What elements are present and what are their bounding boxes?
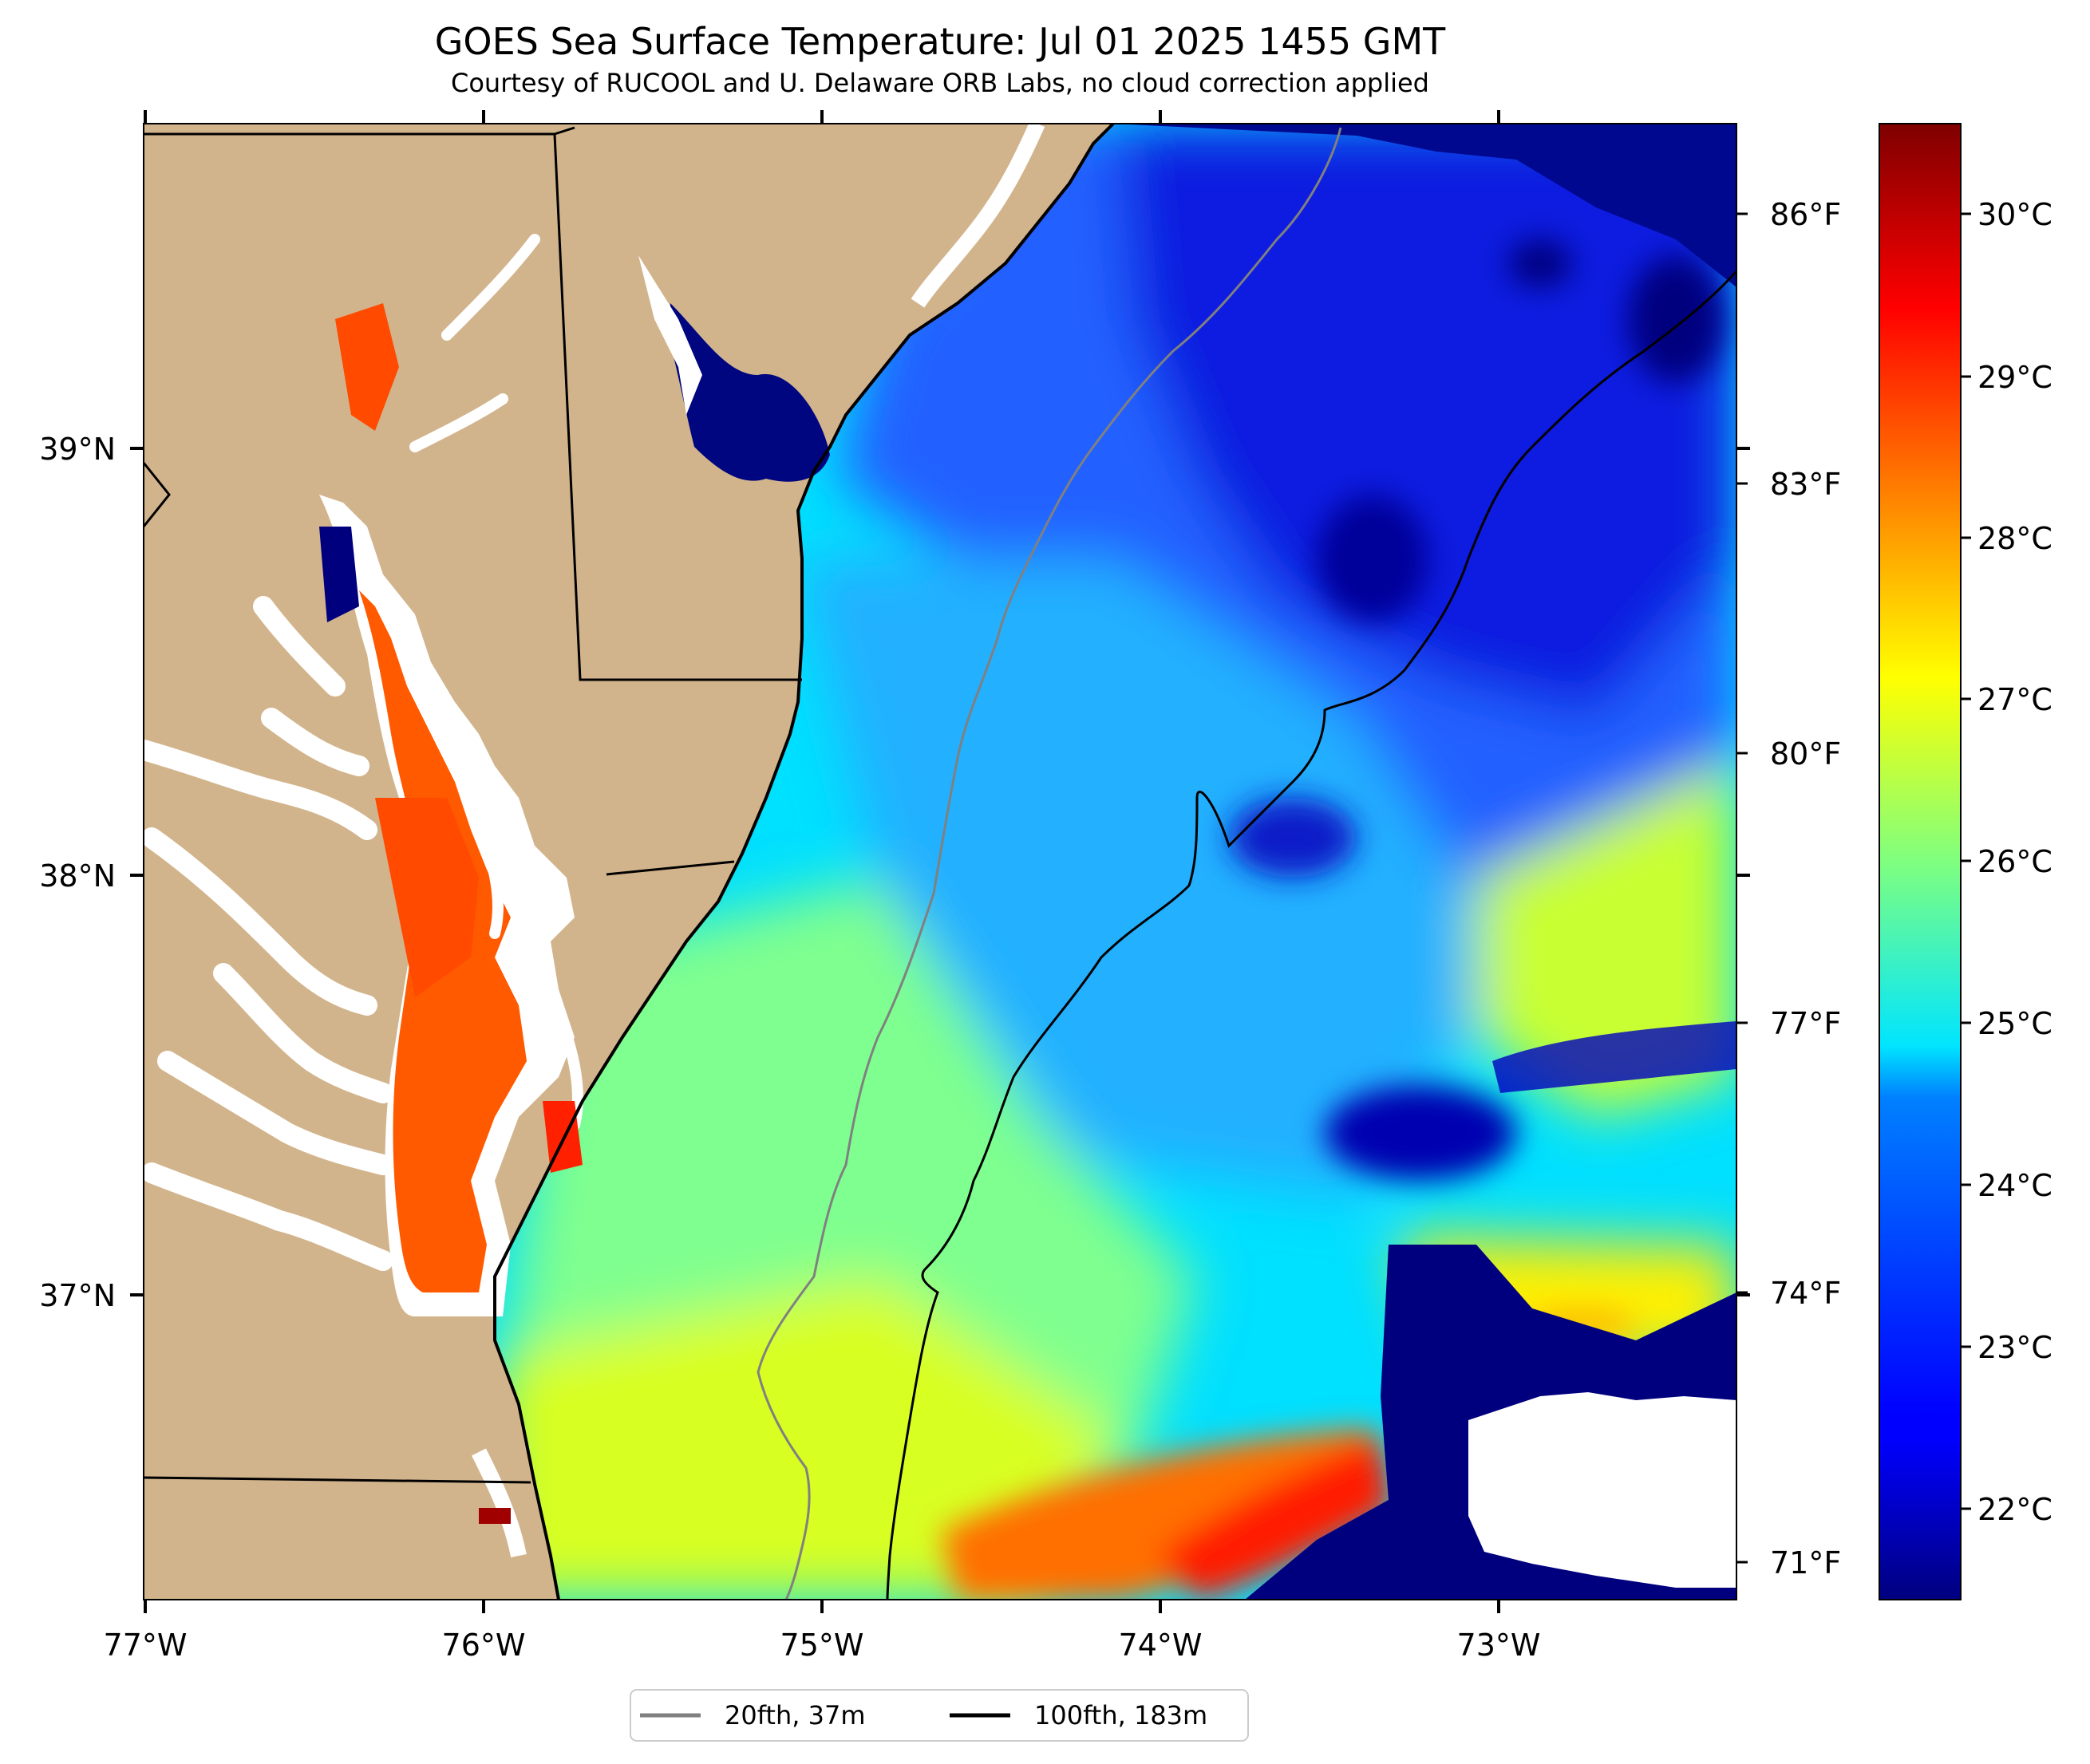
celsius-label: 29°C [1977,360,2052,395]
fahrenheit-labels: 86°F 83°F 80°F 77°F 74°F 71°F [1770,197,1841,1580]
lon-label: 74°W [1119,1628,1203,1663]
colorbar [1879,123,1962,1600]
map-frame [143,123,1737,1600]
fahrenheit-label: 74°F [1770,1276,1841,1311]
state-borders [144,126,802,1484]
celsius-label: 24°C [1977,1168,2052,1203]
fahrenheit-label: 86°F [1770,197,1841,232]
celsius-labels: 30°C 29°C 28°C 27°C 26°C 25°C 24°C 23°C … [1977,197,2052,1527]
fahrenheit-label: 71°F [1770,1545,1841,1580]
tributaries [144,596,393,1271]
map-subtitle: Courtesy of RUCOOL and U. Delaware ORB L… [451,68,1429,98]
map-plot-area [144,124,1736,1600]
isobath-20fth [757,127,1342,1600]
map-title: GOES Sea Surface Temperature: Jul 01 202… [435,20,1446,63]
fahrenheit-label: 77°F [1770,1006,1841,1041]
celsius-label: 25°C [1977,1006,2052,1041]
celsius-label: 27°C [1977,682,2052,717]
fahrenheit-label: 80°F [1770,736,1841,772]
delaware-bay [670,303,830,482]
warm-plume [942,1428,1389,1600]
lon-label: 75°W [780,1628,864,1663]
legend: 20fth, 37m 100fth, 183m [630,1689,1249,1742]
lat-label: 39°N [39,432,116,467]
lon-label: 77°W [104,1628,188,1663]
lon-labels: 77°W 76°W 75°W 74°W 73°W [104,1628,1541,1663]
lat-labels: 39°N 38°N 37°N [39,432,116,1313]
fahrenheit-label: 83°F [1770,467,1841,502]
cold-water-north [1113,124,1736,287]
celsius-label: 23°C [1977,1330,2052,1365]
lat-label: 38°N [39,858,116,894]
legend-label-100fth: 100fth, 183m [1034,1700,1207,1730]
celsius-label: 22°C [1977,1492,2052,1527]
legend-label-20fth: 20fth, 37m [725,1700,865,1730]
celsius-label: 26°C [1977,844,2052,879]
lon-label: 76°W [442,1628,526,1663]
no-data-cloud [1468,1392,1736,1588]
isobath-100fth [886,270,1736,1600]
celsius-label: 30°C [1977,197,2052,232]
lon-label: 73°W [1457,1628,1541,1663]
celsius-label: 28°C [1977,521,2052,556]
coastlines [493,124,1115,1600]
axis-ticks [130,110,1750,1613]
land-mass [144,124,1113,1600]
lat-label: 37°N [39,1278,116,1313]
